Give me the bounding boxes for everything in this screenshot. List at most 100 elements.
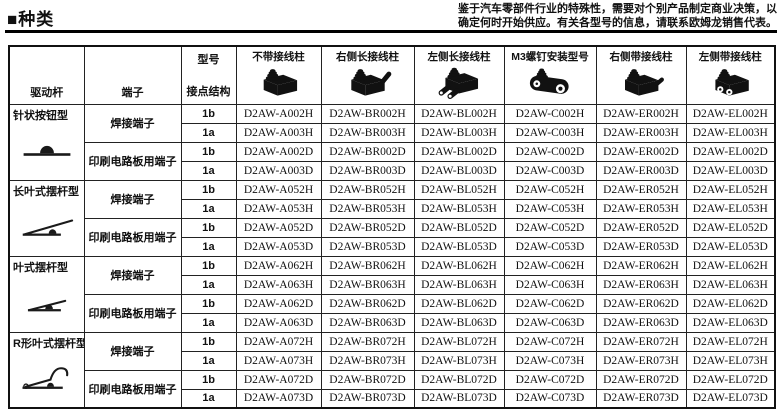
model-cell: D2AW-BR052H (320, 179, 415, 200)
model-cell: D2AW-ER063H (595, 274, 687, 295)
model-cell: D2AW-A052H (235, 179, 322, 200)
lever-column-header: 驱动杆 (8, 45, 85, 105)
model-cell: D2AW-ER073D (595, 388, 687, 409)
lever-type-label: 长叶式摆杆型 (13, 185, 79, 198)
terminal-type-cell: 焊接端子 (83, 103, 182, 143)
table-row: 印刷电路板用端子 1b D2AW-A052D D2AW-BR052D D2AW-… (9, 217, 776, 257)
model-cell: D2AW-A063H (235, 274, 322, 295)
variant-header-left-long: 左侧长接线柱 (413, 45, 505, 105)
table-row: 1a D2AW-A003D D2AW-BR003D D2AW-BL003D D2… (9, 160, 776, 181)
model-cell: D2AW-A062H (235, 255, 322, 276)
model-cell: D2AW-BR072D (320, 369, 415, 390)
lever-type-label: R形叶式摆杆型 (13, 337, 84, 350)
model-cell: D2AW-EL002H (685, 103, 776, 124)
model-cell: D2AW-BL003H (413, 122, 505, 143)
model-cell: D2AW-A053H (235, 198, 322, 219)
model-cell: D2AW-A052D (235, 217, 322, 238)
model-contact-column-header: 型号 接点结构 (180, 45, 237, 105)
table-row: 长叶式摆杆型 焊接端子 1b D2AW-A052H D2AW-BR052H D2… (8, 179, 776, 257)
model-cell: D2AW-ER052H (595, 179, 687, 200)
model-cell: D2AW-ER062H (595, 255, 687, 276)
model-cell: D2AW-A003H (235, 122, 322, 143)
model-cell: D2AW-ER003H (595, 122, 687, 143)
long-leaf-lever-icon (10, 211, 83, 237)
model-cell: D2AW-C003H (503, 122, 597, 143)
model-cell: D2AW-BL072H (413, 331, 505, 352)
model-cell: D2AW-C073H (503, 350, 597, 371)
contact-form-cell: 1a (180, 160, 237, 181)
table-row: 1a D2AW-A053H D2AW-BR053H D2AW-BL053H D2… (9, 198, 776, 219)
model-cell: D2AW-BL062H (413, 255, 505, 276)
lever-type-label: 叶式摆杆型 (13, 261, 68, 274)
switch-no-terminal-icon (237, 65, 320, 97)
model-cell: D2AW-EL062H (685, 255, 776, 276)
model-cell: D2AW-EL072D (685, 369, 776, 390)
lever-cell: 长叶式摆杆型 (8, 179, 85, 257)
table-row: 印刷电路板用端子 1b D2AW-A062D D2AW-BR062D D2AW-… (9, 293, 776, 333)
model-cell: D2AW-BL052D (413, 217, 505, 238)
variant-header-no-terminal: 不带接线柱 (235, 45, 322, 105)
contact-form-cell: 1b (180, 141, 237, 162)
lever-cell: 针状按钮型 (8, 103, 85, 181)
r-leaf-lever-icon (10, 363, 83, 391)
model-cell: D2AW-A003D (235, 160, 322, 181)
model-cell: D2AW-EL052H (685, 179, 776, 200)
contact-form-cell: 1a (180, 236, 237, 257)
model-cell: D2AW-BR063D (320, 312, 415, 333)
variant-header-m3-screw: M3螺钉安装型号 (503, 45, 597, 105)
table-row: 针状按钮型 焊接端子 1b D2AW-A002H D2AW-BR002H D2A… (8, 103, 776, 181)
model-cell: D2AW-C053H (503, 198, 597, 219)
terminal-type-cell: 印刷电路板用端子 (83, 369, 182, 409)
model-cell: D2AW-A002D (235, 141, 322, 162)
model-cell: D2AW-C002D (503, 141, 597, 162)
contact-form-cell: 1b (180, 179, 237, 200)
model-cell: D2AW-C053D (503, 236, 597, 257)
switch-left-terminal-icon (687, 65, 774, 97)
table-row: R形叶式摆杆型 焊接端子 1b D2AW-A072H D2AW-BR072H D… (8, 331, 776, 409)
terminal-type-cell: 印刷电路板用端子 (83, 141, 182, 181)
terminal-type-cell: 焊接端子 (83, 179, 182, 219)
model-cell: D2AW-EL003H (685, 122, 776, 143)
model-cell: D2AW-ER002H (595, 103, 687, 124)
model-cell: D2AW-EL072H (685, 331, 776, 352)
model-cell: D2AW-EL073H (685, 350, 776, 371)
table-row: 印刷电路板用端子 1b D2AW-A002D D2AW-BR002D D2AW-… (9, 141, 776, 181)
contact-form-cell: 1b (180, 293, 237, 314)
model-cell: D2AW-BL002H (413, 103, 505, 124)
contact-structure-label: 接点结构 (186, 86, 231, 99)
model-label: 型号 (197, 54, 220, 67)
model-cell: D2AW-EL002D (685, 141, 776, 162)
model-cell: D2AW-C052D (503, 217, 597, 238)
model-cell: D2AW-A072D (235, 369, 322, 390)
pin-plunger-icon (10, 135, 83, 161)
model-selection-table: 驱动杆 端子 型号 接点结构 不带接线柱 (8, 45, 776, 409)
model-cell: D2AW-A002H (235, 103, 322, 124)
variant-header-right-long: 右侧长接线柱 (320, 45, 415, 105)
supply-notice: 鉴于汽车零部件行业的特殊性，需要对个别产品制定商业决策，以 确定何时开始供应。有… (458, 3, 777, 30)
contact-form-cell: 1b (180, 331, 237, 352)
model-cell: D2AW-BR073H (320, 350, 415, 371)
model-cell: D2AW-EL053H (685, 198, 776, 219)
model-cell: D2AW-BR062D (320, 293, 415, 314)
section-title: ■种类 (7, 10, 55, 29)
model-cell: D2AW-A073D (235, 388, 322, 409)
model-cell: D2AW-BL053H (413, 198, 505, 219)
lever-cell: R形叶式摆杆型 (8, 331, 85, 409)
table-header-row: 驱动杆 端子 型号 接点结构 不带接线柱 (8, 45, 776, 105)
contact-form-cell: 1b (180, 103, 237, 124)
model-cell: D2AW-ER052D (595, 217, 687, 238)
terminal-type-cell: 焊接端子 (83, 255, 182, 295)
variant-header-left-terminal: 左侧带接线柱 (685, 45, 776, 105)
model-cell: D2AW-BR053H (320, 198, 415, 219)
model-cell: D2AW-ER073H (595, 350, 687, 371)
model-cell: D2AW-BR003H (320, 122, 415, 143)
switch-right-terminal-icon (597, 65, 685, 97)
supply-notice-line1: 鉴于汽车零部件行业的特殊性，需要对个别产品制定商业决策，以 (458, 3, 777, 15)
model-cell: D2AW-C072H (503, 331, 597, 352)
model-cell: D2AW-C063D (503, 312, 597, 333)
model-cell: D2AW-ER063D (595, 312, 687, 333)
model-cell: D2AW-BL063D (413, 312, 505, 333)
lever-cell: 叶式摆杆型 (8, 255, 85, 333)
model-cell: D2AW-BR002H (320, 103, 415, 124)
model-cell: D2AW-ER072D (595, 369, 687, 390)
